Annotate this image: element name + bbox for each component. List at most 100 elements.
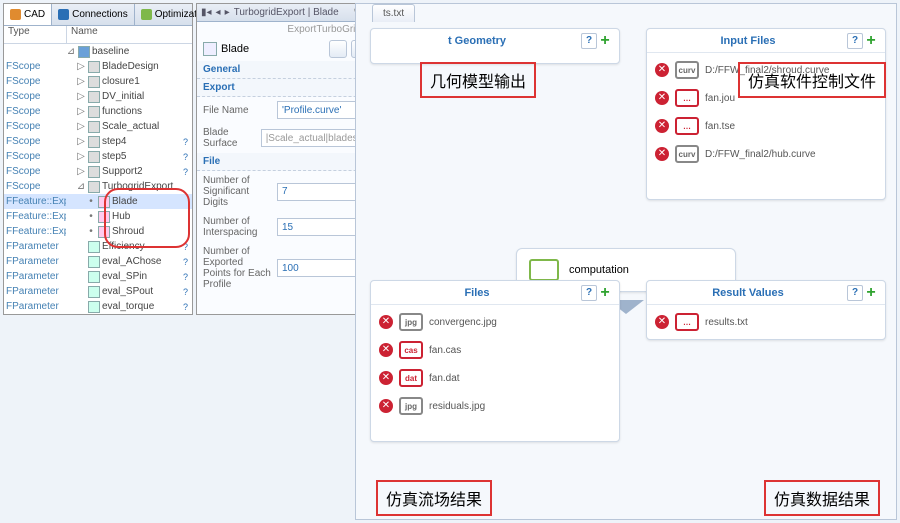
- tree-row[interactable]: FScope▷functions: [4, 104, 192, 119]
- filetype-badge: …: [675, 89, 699, 107]
- row-name: closure1: [102, 76, 140, 87]
- tree-row[interactable]: FScope⊿TurbogridExport: [4, 179, 192, 194]
- toggle-icon[interactable]: ▷: [76, 166, 86, 177]
- tree-row[interactable]: ⊿baseline: [4, 44, 192, 59]
- node-icon: [88, 91, 100, 103]
- add-icon[interactable]: +: [597, 32, 613, 50]
- row-type: FParameter: [4, 271, 66, 282]
- row-type: FScope: [4, 136, 66, 147]
- tree-row[interactable]: FParametereval_SPout?: [4, 284, 192, 299]
- add-icon[interactable]: +: [863, 284, 879, 302]
- tree-row[interactable]: FParameterEfficiency?: [4, 239, 192, 254]
- remove-icon[interactable]: ✕: [379, 399, 393, 413]
- nav-first-icon[interactable]: ▮◂: [201, 7, 212, 18]
- toggle-icon[interactable]: ▷: [76, 106, 86, 117]
- info-icon[interactable]: ?: [183, 302, 188, 312]
- toggle-icon[interactable]: ▷: [76, 76, 86, 87]
- nav-prev-icon[interactable]: ◂: [216, 7, 221, 18]
- file-chip[interactable]: ✕datfan.dat: [379, 367, 611, 389]
- tree-row[interactable]: FParametereval_SPin?: [4, 269, 192, 284]
- row-type: FParameter: [4, 286, 66, 297]
- file-chip[interactable]: ✕…results.txt: [655, 311, 877, 333]
- row-name: step4: [102, 136, 126, 147]
- node-icon: [78, 46, 90, 58]
- add-icon[interactable]: +: [597, 284, 613, 302]
- file-chip[interactable]: ✕…fan.tse: [655, 115, 877, 137]
- tree-row[interactable]: FFeature::Export…•Hub: [4, 209, 192, 224]
- nav-next-icon[interactable]: ▸: [225, 7, 230, 18]
- row-name: Blade: [112, 196, 138, 207]
- file-chip[interactable]: ✕casfan.cas: [379, 339, 611, 361]
- remove-icon[interactable]: ✕: [655, 63, 669, 77]
- file-name: fan.cas: [429, 345, 461, 356]
- zone-result-values: Result Values ? + ✕…results.txt: [646, 280, 886, 340]
- help-icon[interactable]: ?: [847, 285, 863, 301]
- node-icon: [88, 301, 100, 313]
- file-name: convergenc.jpg: [429, 317, 497, 328]
- tree-row[interactable]: FScope▷Scale_actual: [4, 119, 192, 134]
- info-icon[interactable]: ?: [183, 287, 188, 297]
- node-icon: [88, 61, 100, 73]
- row-name: Hub: [112, 211, 130, 222]
- row-name: DV_initial: [102, 91, 144, 102]
- node-icon: [88, 181, 100, 193]
- info-icon[interactable]: ?: [183, 137, 188, 147]
- tree-row[interactable]: FScope▷DV_initial: [4, 89, 192, 104]
- tree-body[interactable]: ⊿baselineFScope▷BladeDesignFScope▷closur…: [4, 44, 192, 314]
- remove-icon[interactable]: ✕: [379, 371, 393, 385]
- help-icon[interactable]: ?: [581, 285, 597, 301]
- info-icon[interactable]: ?: [183, 242, 188, 252]
- tree-row[interactable]: FScope▷step5?: [4, 149, 192, 164]
- tree-tab-connections[interactable]: Connections: [52, 4, 135, 25]
- help-icon[interactable]: ?: [581, 33, 597, 49]
- remove-icon[interactable]: ✕: [655, 119, 669, 133]
- tree-row[interactable]: FScope▷BladeDesign: [4, 59, 192, 74]
- file-chip[interactable]: ✕jpgresiduals.jpg: [379, 395, 611, 417]
- remove-icon[interactable]: ✕: [379, 343, 393, 357]
- info-icon[interactable]: ?: [183, 152, 188, 162]
- toggle-icon[interactable]: ▷: [76, 121, 86, 132]
- tree-tabs: CADConnectionsOptimization: [4, 4, 192, 26]
- tree-row[interactable]: FFeature::Export…•Shroud: [4, 224, 192, 239]
- toggle-icon[interactable]: •: [86, 226, 96, 237]
- file-name: results.txt: [705, 317, 748, 328]
- prop-crumb: TurbogridExport | Blade: [234, 7, 350, 18]
- tree-row[interactable]: FScope▷Support2?: [4, 164, 192, 179]
- remove-icon[interactable]: ✕: [655, 91, 669, 105]
- toggle-icon[interactable]: •: [86, 196, 96, 207]
- toggle-icon[interactable]: ▷: [76, 91, 86, 102]
- tree-tab-cad[interactable]: CAD: [4, 4, 52, 25]
- help-icon[interactable]: ?: [847, 33, 863, 49]
- toggle-icon[interactable]: ⊿: [66, 46, 76, 57]
- action-icon-1[interactable]: [329, 40, 347, 58]
- file-chip[interactable]: ✕curvD:/FFW_final2/hub.curve: [655, 143, 877, 165]
- row-type: FScope: [4, 166, 66, 177]
- toggle-icon[interactable]: ▷: [76, 151, 86, 162]
- toggle-icon[interactable]: •: [86, 211, 96, 222]
- file-name: fan.tse: [705, 121, 735, 132]
- node-icon: [88, 286, 100, 298]
- info-icon[interactable]: ?: [183, 257, 188, 267]
- info-icon[interactable]: ?: [183, 272, 188, 282]
- tab-icon: [141, 9, 152, 20]
- tree-row[interactable]: FScope ▷ step4?: [4, 134, 192, 149]
- zone-output-files: Files ? + ✕jpgconvergenc.jpg✕casfan.cas✕…: [370, 280, 620, 442]
- workflow-tab[interactable]: ts.txt: [372, 4, 415, 22]
- tree-row[interactable]: FScope▷closure1: [4, 74, 192, 89]
- remove-icon[interactable]: ✕: [655, 315, 669, 329]
- tree-row[interactable]: FParametereval_torque?: [4, 299, 192, 314]
- add-icon[interactable]: +: [863, 32, 879, 50]
- toggle-icon[interactable]: ⊿: [76, 181, 86, 192]
- toggle-icon[interactable]: ▷: [76, 61, 86, 72]
- tree-row[interactable]: FParametereval_AChose?: [4, 254, 192, 269]
- tree-row[interactable]: FFeature::Export… • Blade: [4, 194, 192, 209]
- remove-icon[interactable]: ✕: [655, 147, 669, 161]
- row-type: FScope: [4, 61, 66, 72]
- file-chip[interactable]: ✕jpgconvergenc.jpg: [379, 311, 611, 333]
- remove-icon[interactable]: ✕: [379, 315, 393, 329]
- row-name: Efficiency: [102, 241, 145, 252]
- toggle-icon[interactable]: ▷: [76, 136, 86, 147]
- filetype-badge: jpg: [399, 397, 423, 415]
- info-icon[interactable]: ?: [183, 167, 188, 177]
- row-type: FFeature::Export…: [4, 196, 66, 207]
